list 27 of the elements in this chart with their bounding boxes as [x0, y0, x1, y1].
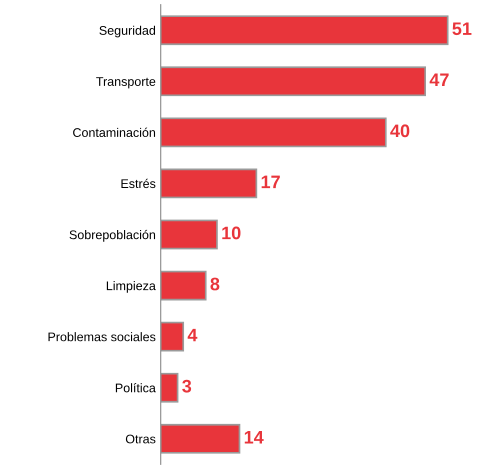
data-label: 8 [210, 278, 220, 290]
data-label: 47 [430, 74, 449, 86]
bar [160, 322, 184, 352]
bar [160, 117, 387, 148]
bar [160, 220, 218, 250]
bar [160, 424, 240, 454]
data-label: 17 [262, 176, 280, 188]
bar [160, 372, 178, 403]
bar [160, 168, 258, 198]
data-label: 4 [188, 328, 198, 342]
y-tick-label: Política [116, 383, 156, 392]
bar [160, 15, 449, 46]
y-tick-label: Limpieza [106, 281, 156, 293]
y-tick-label: Estrés [121, 178, 156, 188]
y-tick-label: Contaminación [73, 128, 156, 138]
data-label: 3 [182, 380, 192, 393]
y-tick-label: Seguridad [99, 26, 156, 38]
y-tick-label: Sobrepoblación [70, 230, 156, 242]
data-label: 14 [244, 431, 264, 444]
y-tick-label: Problemas sociales [48, 332, 156, 342]
y-tick-label: Otras [126, 434, 156, 444]
data-label: 40 [390, 124, 410, 138]
data-label: 51 [452, 22, 472, 36]
data-label: 10 [222, 226, 240, 240]
bar [160, 270, 207, 300]
bar [160, 66, 426, 96]
y-tick-label: Transporte [96, 77, 156, 88]
